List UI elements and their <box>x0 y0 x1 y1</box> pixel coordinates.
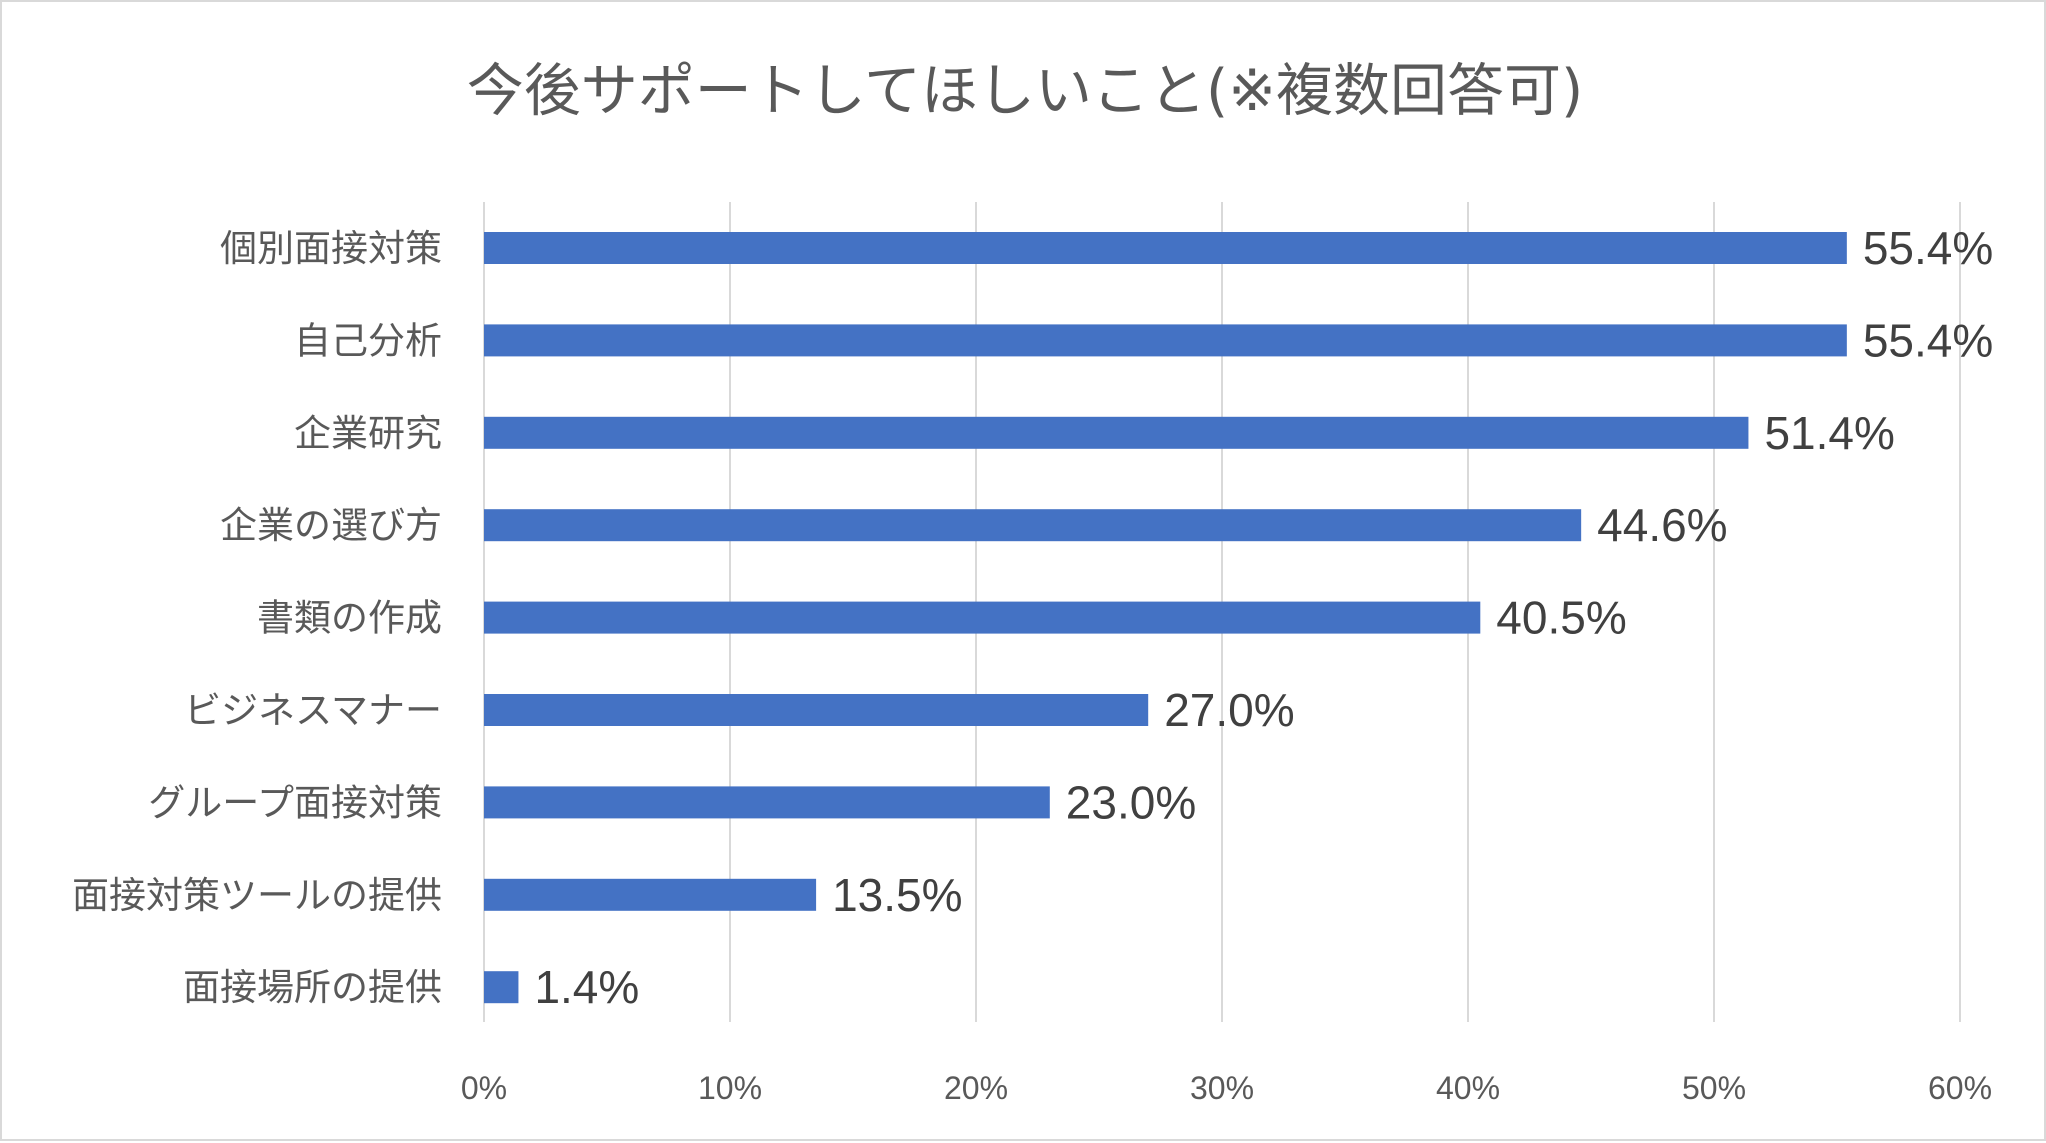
bars <box>484 232 1847 1004</box>
bar <box>484 324 1847 357</box>
category-label: 個別面接対策 <box>220 227 442 270</box>
bar <box>484 694 1149 726</box>
chart-title: 今後サポートしてほしいこと(※複数回答可) <box>467 58 1584 124</box>
data-labels: 55.4% 55.4% 51.4% 44.6% 40.5% 27.0% 23.0% 13.5%… <box>534 222 1993 1013</box>
data-label: 1.4% <box>534 961 639 1013</box>
data-label: 13.5% <box>832 869 962 921</box>
data-label: 51.4% <box>1764 407 1894 459</box>
data-label: 27.0% <box>1164 684 1294 736</box>
category-label: 面接場所の提供 <box>183 966 442 1009</box>
category-label: 面接対策ツールの提供 <box>72 874 442 917</box>
category-label: 企業の選び方 <box>220 504 442 547</box>
category-label: ビジネスマナー <box>184 689 442 732</box>
category-label: グループ面接対策 <box>148 781 442 824</box>
x-tick-label: 10% <box>698 1070 762 1106</box>
x-tick-label: 40% <box>1436 1070 1500 1106</box>
category-label: 企業研究 <box>294 412 442 455</box>
data-label: 40.5% <box>1496 592 1626 644</box>
x-tick-label: 60% <box>1928 1070 1992 1106</box>
x-axis-tick-labels: 0% 10% 20% 30% 40% 50% 60% <box>461 1070 1992 1106</box>
x-tick-label: 50% <box>1682 1070 1746 1106</box>
bar <box>484 416 1749 449</box>
data-label: 55.4% <box>1863 314 1993 366</box>
category-label: 書類の作成 <box>257 597 442 640</box>
data-label: 55.4% <box>1863 222 1993 274</box>
data-label: 23.0% <box>1066 776 1196 828</box>
category-label: 自己分析 <box>294 319 442 362</box>
bar <box>484 878 817 911</box>
bar <box>484 786 1050 819</box>
category-labels: 個別面接対策自己分析企業研究企業の選び方書類の作成ビジネスマナーグループ面接対策… <box>72 227 442 1009</box>
x-tick-label: 30% <box>1190 1070 1254 1106</box>
bar <box>484 232 1847 264</box>
bar <box>484 601 1481 634</box>
x-tick-label: 0% <box>461 1070 507 1106</box>
bar <box>484 509 1582 542</box>
data-label: 44.6% <box>1597 499 1727 551</box>
x-tick-label: 20% <box>944 1070 1008 1106</box>
bar <box>484 971 519 1004</box>
